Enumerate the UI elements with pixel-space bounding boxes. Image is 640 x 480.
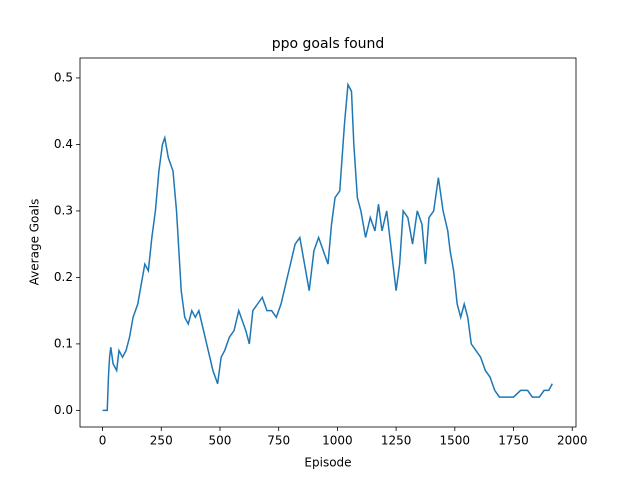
- plot-frame: [79, 57, 577, 428]
- y-axis-label: Average Goals: [28, 199, 42, 286]
- data-line: [102, 81, 553, 412]
- y-tick-label: 0.5: [54, 70, 73, 84]
- chart-title: ppo goals found: [272, 36, 385, 52]
- x-tick-label: 1750: [498, 434, 529, 448]
- y-tick-label: 0.3: [54, 203, 73, 217]
- y-tick-label: 0.2: [54, 270, 73, 284]
- x-tick-label: 500: [209, 434, 232, 448]
- x-axis-label: Episode: [304, 456, 351, 470]
- y-tick-label: 0.1: [54, 336, 73, 350]
- x-tick-label: 1500: [440, 434, 471, 448]
- x-tick-label: 2000: [557, 434, 588, 448]
- x-tick-label: 1250: [381, 434, 412, 448]
- y-tick-label: 0.0: [54, 403, 73, 417]
- x-tick-label: 0: [99, 434, 107, 448]
- x-tick-label: 250: [150, 434, 173, 448]
- y-tick-label: 0.4: [54, 137, 73, 151]
- x-tick-label: 750: [267, 434, 290, 448]
- x-tick-label: 1000: [322, 434, 353, 448]
